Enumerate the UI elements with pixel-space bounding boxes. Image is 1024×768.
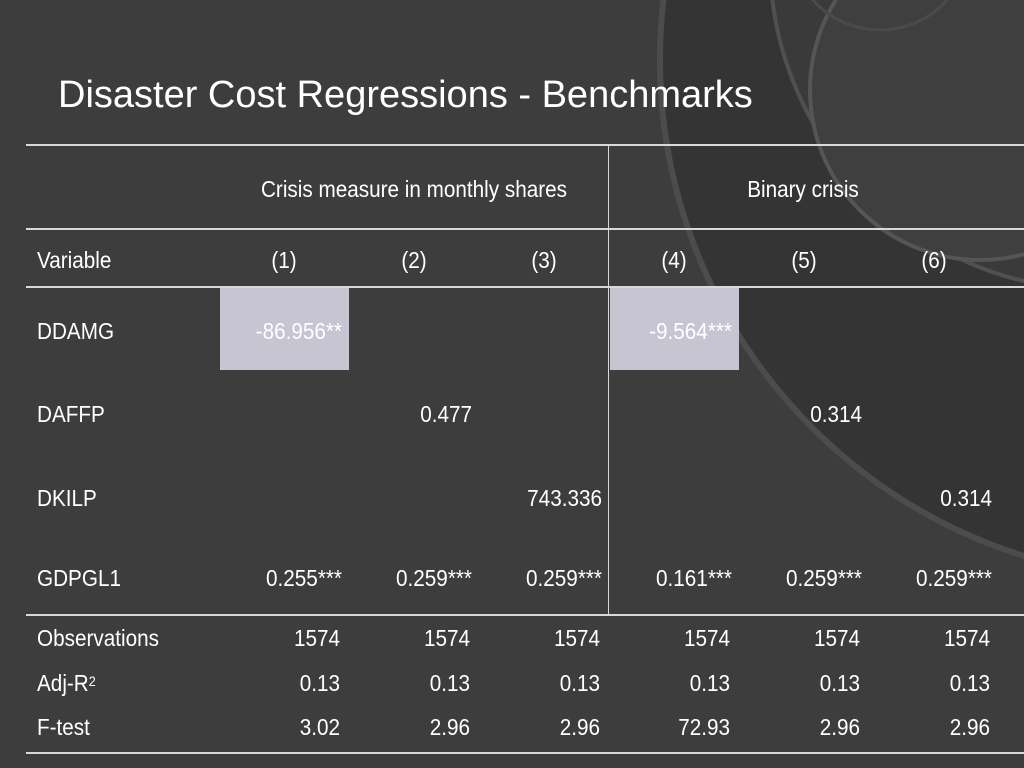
stat-label-superscript: 2 [88,673,96,689]
table-cell: 0.314 [940,485,992,511]
stats-rule [26,614,1024,616]
table-cell: 1574 [943,625,990,651]
table-cell: 1574 [813,625,860,651]
table-cell: 0.13 [299,670,340,696]
table-cell: 1574 [683,625,730,651]
table-cell: 0.259*** [526,565,602,591]
stat-label: F-test [37,714,90,740]
table-cell: 0.13 [949,670,990,696]
table-cell: 0.259*** [916,565,992,591]
row-label: DDAMG [37,318,115,344]
variable-header: Variable [37,247,112,273]
table-cell: 0.13 [559,670,600,696]
table-cell: 3.02 [299,714,340,740]
table-cell: 2.96 [559,714,600,740]
table-cell: 2.96 [429,714,470,740]
table-cell: 0.477 [420,401,472,427]
table-top-rule [26,144,1024,146]
table-cell: 0.13 [429,670,470,696]
column-header: (2) [401,247,427,273]
table-cell: 72.93 [678,714,730,740]
column-header: (1) [271,247,297,273]
row-label: DAFFP [37,401,105,427]
table-cell: 0.13 [819,670,860,696]
header-rule [26,228,1024,230]
column-header: (4) [661,247,687,273]
stat-label: Adj-R2 [37,670,96,696]
group-header-binary-crisis: Binary crisis [747,176,859,202]
table-cell: 1574 [293,625,340,651]
table-cell: 0.259*** [786,565,862,591]
slide-title: Disaster Cost Regressions - Benchmarks [58,74,753,116]
column-header: (5) [791,247,817,273]
table-cell: 2.96 [819,714,860,740]
table-cell: 743.336 [527,485,602,511]
table-cell: 0.255*** [266,565,342,591]
table-cell: 0.314 [810,401,862,427]
highlight-cell-ddamg-4 [610,288,739,370]
table-cell: 0.13 [689,670,730,696]
group-divider [608,144,609,614]
stat-label: Observations [37,625,159,651]
table-cell: 0.259*** [396,565,472,591]
table-cell: 0.161*** [656,565,732,591]
column-header: (3) [531,247,557,273]
table-cell: 2.96 [949,714,990,740]
highlight-cell-ddamg-1 [220,288,349,370]
table-cell: 1574 [423,625,470,651]
table-cell: -86.956** [255,318,342,344]
column-header-rule [26,286,1024,288]
group-header-monthly-shares: Crisis measure in monthly shares [260,176,567,202]
row-label: GDPGL1 [37,565,121,591]
stat-label-text: Adj-R [37,670,89,696]
column-header: (6) [921,247,947,273]
table-bottom-rule [26,752,1024,754]
table-cell: 1574 [553,625,600,651]
row-label: DKILP [37,485,97,511]
table-cell: -9.564*** [649,318,732,344]
